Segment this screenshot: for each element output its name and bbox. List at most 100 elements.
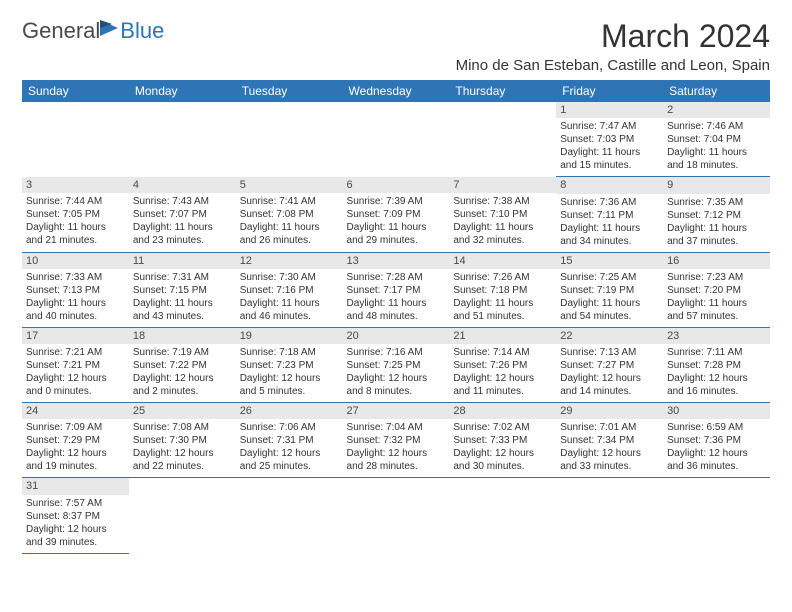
day-number: 5 bbox=[236, 177, 343, 193]
daylight-text: Daylight: 11 hours and 46 minutes. bbox=[240, 297, 339, 323]
day-info: Sunrise: 7:43 AMSunset: 7:07 PMDaylight:… bbox=[133, 195, 232, 247]
day-info: Sunrise: 7:38 AMSunset: 7:10 PMDaylight:… bbox=[453, 195, 552, 247]
daylight-text: Daylight: 11 hours and 48 minutes. bbox=[347, 297, 446, 323]
day-number: 1 bbox=[556, 102, 663, 118]
day-number: 16 bbox=[663, 253, 770, 269]
sunset-text: Sunset: 7:32 PM bbox=[347, 434, 446, 447]
calendar-day-cell: 10 Sunrise: 7:33 AMSunset: 7:13 PMDayligh… bbox=[22, 252, 129, 327]
daylight-text: Daylight: 12 hours and 39 minutes. bbox=[26, 523, 125, 549]
sunrise-text: Sunrise: 7:18 AM bbox=[240, 346, 339, 359]
calendar-week-row: 1 Sunrise: 7:47 AMSunset: 7:03 PM Daylight… bbox=[22, 102, 770, 177]
calendar-day-cell: 28Sunrise: 7:02 AMSunset: 7:33 PMDayligh… bbox=[449, 403, 556, 478]
calendar-day-cell: 31Sunrise: 7:57 AMSunset: 8:37 PMDayligh… bbox=[22, 478, 129, 553]
calendar-day-cell: 1Sunrise: 7:47 AMSunset: 7:03 PMDaylight… bbox=[556, 102, 663, 177]
calendar-day-cell: 7 Sunrise: 7:38 AMSunset: 7:10 PMDaylight… bbox=[449, 177, 556, 252]
sunset-text: Sunset: 7:03 PM bbox=[560, 133, 659, 146]
day-info: Sunrise: 7:57 AMSunset: 8:37 PMDaylight:… bbox=[26, 497, 125, 549]
day-number: 12 bbox=[236, 253, 343, 269]
weekday-header-row: SundayMondayTuesdayWednesdayThursdayFrid… bbox=[22, 80, 770, 102]
sunset-text: Sunset: 7:33 PM bbox=[453, 434, 552, 447]
day-info: Sunrise: 6:59 AMSunset: 7:36 PMDaylight:… bbox=[667, 421, 766, 473]
day-info: Sunrise: 7:18 AMSunset: 7:23 PMDaylight:… bbox=[240, 346, 339, 398]
calendar-day-cell: 4Sunrise: 7:43 AMSunset: 7:07 PMDaylight… bbox=[129, 177, 236, 252]
sunrise-text: Sunrise: 7:35 AM bbox=[667, 196, 766, 209]
calendar-day-cell bbox=[556, 478, 663, 553]
logo-text-general: General bbox=[22, 18, 100, 44]
daylight-text: Daylight: 12 hours and 25 minutes. bbox=[240, 447, 339, 473]
calendar-week-row: 10 Sunrise: 7:33 AMSunset: 7:13 PMDayligh… bbox=[22, 252, 770, 327]
day-number: 14 bbox=[449, 253, 556, 269]
calendar-week-row: 31Sunrise: 7:57 AMSunset: 8:37 PMDayligh… bbox=[22, 478, 770, 553]
day-number: 7 bbox=[449, 177, 556, 193]
day-info: Sunrise: 7:06 AMSunset: 7:31 PMDaylight:… bbox=[240, 421, 339, 473]
day-number: 21 bbox=[449, 328, 556, 344]
daylight-text: Daylight: 11 hours and 18 minutes. bbox=[667, 146, 766, 172]
day-info: Sunrise: 7:41 AMSunset: 7:08 PMDaylight:… bbox=[240, 195, 339, 247]
sunset-text: Sunset: 7:05 PM bbox=[26, 208, 125, 221]
sunrise-text: Sunrise: 7:16 AM bbox=[347, 346, 446, 359]
daylight-text: Daylight: 12 hours and 5 minutes. bbox=[240, 372, 339, 398]
day-info: Sunrise: 7:39 AMSunset: 7:09 PMDaylight:… bbox=[347, 195, 446, 247]
sunrise-text: Sunrise: 7:43 AM bbox=[133, 195, 232, 208]
sunset-text: Sunset: 7:13 PM bbox=[26, 284, 125, 297]
sunrise-text: Sunrise: 7:13 AM bbox=[560, 346, 659, 359]
daylight-text: Daylight: 11 hours and 40 minutes. bbox=[26, 297, 125, 323]
sunset-text: Sunset: 7:25 PM bbox=[347, 359, 446, 372]
logo: General Blue bbox=[22, 18, 164, 44]
daylight-text: Daylight: 12 hours and 0 minutes. bbox=[26, 372, 125, 398]
daylight-text: Daylight: 11 hours and 34 minutes. bbox=[560, 222, 659, 248]
sunset-text: Sunset: 7:22 PM bbox=[133, 359, 232, 372]
day-number: 26 bbox=[236, 403, 343, 419]
daylight-text: Daylight: 12 hours and 11 minutes. bbox=[453, 372, 552, 398]
weekday-header: Tuesday bbox=[236, 80, 343, 102]
calendar-week-row: 17Sunrise: 7:21 AMSunset: 7:21 PMDayligh… bbox=[22, 327, 770, 402]
day-info: Sunrise: 7:33 AMSunset: 7:13 PMDaylight:… bbox=[26, 271, 125, 323]
daylight-text: Daylight: 12 hours and 8 minutes. bbox=[347, 372, 446, 398]
sunrise-text: Sunrise: 7:57 AM bbox=[26, 497, 125, 510]
weekday-header: Saturday bbox=[663, 80, 770, 102]
sunset-text: Sunset: 7:17 PM bbox=[347, 284, 446, 297]
day-info: Sunrise: 7:14 AMSunset: 7:26 PMDaylight:… bbox=[453, 346, 552, 398]
daylight-text: Daylight: 11 hours and 54 minutes. bbox=[560, 297, 659, 323]
calendar-day-cell bbox=[22, 102, 129, 177]
day-number: 6 bbox=[343, 177, 450, 193]
daylight-text: Daylight: 12 hours and 30 minutes. bbox=[453, 447, 552, 473]
calendar-day-cell bbox=[449, 102, 556, 177]
daylight-text: Daylight: 12 hours and 14 minutes. bbox=[560, 372, 659, 398]
month-title: March 2024 bbox=[456, 18, 770, 55]
calendar-day-cell: 19 Sunrise: 7:18 AMSunset: 7:23 PMDayligh… bbox=[236, 327, 343, 402]
day-number: 19 bbox=[236, 328, 343, 344]
day-number: 10 bbox=[22, 253, 129, 269]
calendar-day-cell bbox=[663, 478, 770, 553]
day-info: Sunrise: 7:19 AMSunset: 7:22 PMDaylight:… bbox=[133, 346, 232, 398]
calendar-day-cell: 30Sunrise: 6:59 AMSunset: 7:36 PMDayligh… bbox=[663, 403, 770, 478]
sunrise-text: Sunrise: 7:23 AM bbox=[667, 271, 766, 284]
sunset-text: Sunset: 7:15 PM bbox=[133, 284, 232, 297]
daylight-text: Daylight: 12 hours and 28 minutes. bbox=[347, 447, 446, 473]
sunrise-text: Sunrise: 7:47 AM bbox=[560, 120, 659, 133]
day-info: Sunrise: 7:26 AMSunset: 7:18 PMDaylight:… bbox=[453, 271, 552, 323]
day-number: 23 bbox=[663, 328, 770, 344]
sunrise-text: Sunrise: 7:19 AM bbox=[133, 346, 232, 359]
sunrise-text: Sunrise: 7:08 AM bbox=[133, 421, 232, 434]
sunset-text: Sunset: 7:26 PM bbox=[453, 359, 552, 372]
sunset-text: Sunset: 7:04 PM bbox=[667, 133, 766, 146]
sunrise-text: Sunrise: 7:36 AM bbox=[560, 196, 659, 209]
sunset-text: Sunset: 8:37 PM bbox=[26, 510, 125, 523]
calendar-day-cell bbox=[129, 102, 236, 177]
day-info: Sunrise: 7:23 AMSunset: 7:20 PMDaylight:… bbox=[667, 271, 766, 323]
sunset-text: Sunset: 7:08 PM bbox=[240, 208, 339, 221]
calendar-day-cell bbox=[129, 478, 236, 553]
sunset-text: Sunset: 7:19 PM bbox=[560, 284, 659, 297]
sunrise-text: Sunrise: 7:21 AM bbox=[26, 346, 125, 359]
sunset-text: Sunset: 7:20 PM bbox=[667, 284, 766, 297]
daylight-text: Daylight: 11 hours and 26 minutes. bbox=[240, 221, 339, 247]
sunrise-text: Sunrise: 7:04 AM bbox=[347, 421, 446, 434]
day-number: 27 bbox=[343, 403, 450, 419]
sunset-text: Sunset: 7:34 PM bbox=[560, 434, 659, 447]
sunset-text: Sunset: 7:31 PM bbox=[240, 434, 339, 447]
day-number: 22 bbox=[556, 328, 663, 344]
sunset-text: Sunset: 7:23 PM bbox=[240, 359, 339, 372]
sunrise-text: Sunrise: 7:25 AM bbox=[560, 271, 659, 284]
day-info: Sunrise: 7:25 AMSunset: 7:19 PMDaylight:… bbox=[560, 271, 659, 323]
